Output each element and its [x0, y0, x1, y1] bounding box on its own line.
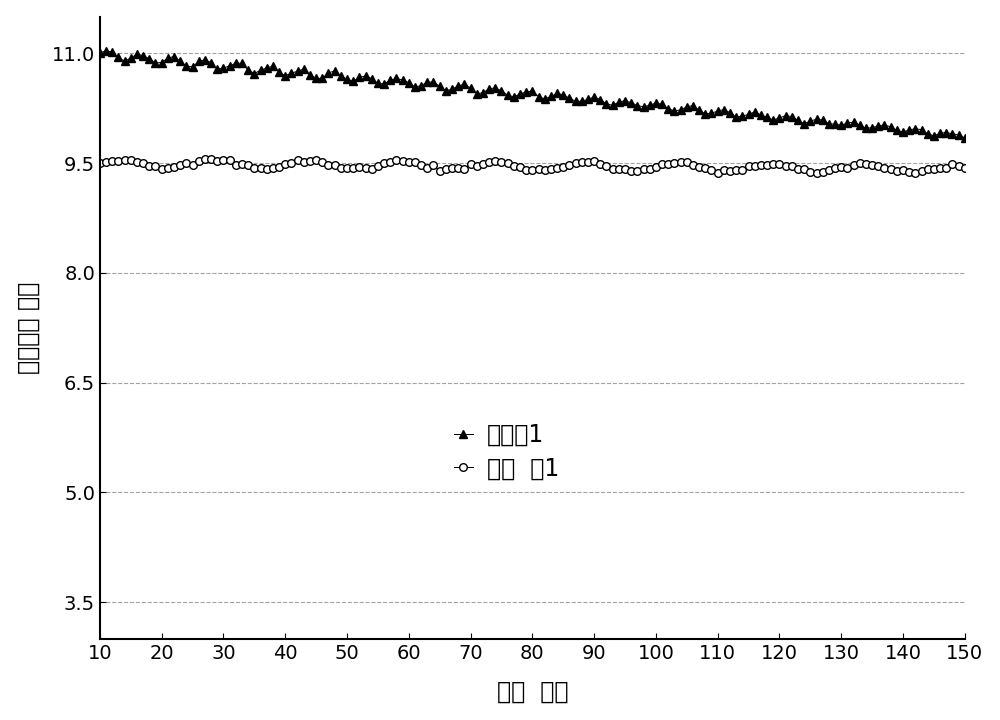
实施例1: [149, 58, 161, 67]
Legend: 实施例1, 对比  例1: 实施例1, 对比 例1: [444, 414, 568, 490]
对比  例1: [100, 158, 112, 166]
实施例1: [94, 48, 106, 57]
X-axis label: 循环  周数: 循环 周数: [497, 680, 568, 703]
对比  例1: [205, 155, 217, 163]
实施例1: [854, 121, 866, 130]
实施例1: [835, 121, 847, 130]
对比  例1: [384, 158, 396, 166]
实施例1: [959, 134, 971, 143]
对比  例1: [854, 158, 866, 167]
实施例1: [106, 48, 118, 56]
对比  例1: [928, 165, 940, 174]
对比  例1: [94, 158, 106, 167]
Y-axis label: 容量（安 时）: 容量（安 时）: [17, 282, 41, 374]
Line: 对比  例1: 对比 例1: [96, 155, 969, 177]
实施例1: [384, 76, 396, 84]
对比  例1: [143, 161, 155, 170]
对比  例1: [835, 163, 847, 171]
对比  例1: [959, 163, 971, 172]
实施例1: [922, 130, 934, 138]
Line: 实施例1: 实施例1: [96, 47, 969, 142]
实施例1: [100, 47, 112, 55]
对比  例1: [909, 169, 921, 178]
